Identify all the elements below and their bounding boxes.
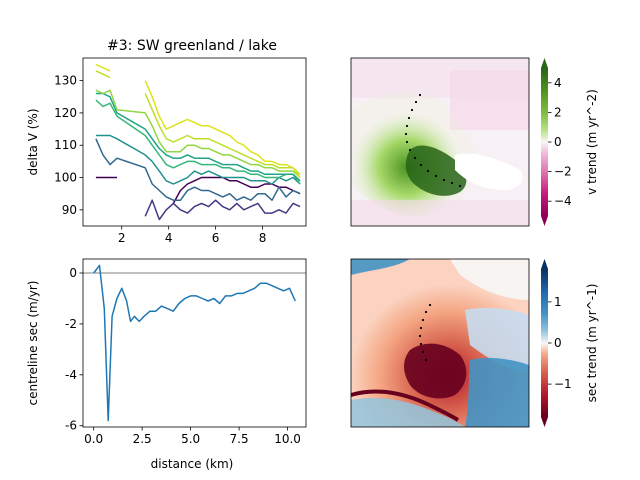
map-d-shoreline (350, 389, 460, 422)
map-d-top-blue (351, 259, 410, 275)
map-c-centreline (404, 93, 462, 188)
panel-a-y-tick-label: 130 (54, 74, 77, 88)
panel-a-series (95, 63, 301, 221)
panel-b-ylabel: centreline sec (m/yr) (26, 281, 40, 406)
panel-b-x-tick-label: 7.5 (230, 432, 249, 446)
panel-b-x-tick-label: 0.0 (84, 432, 103, 446)
colorbar-c-tick-label: 2 (554, 105, 562, 119)
panel-a-title: #3: SW greenland / lake (107, 38, 277, 54)
map-d-top-right-white (450, 259, 529, 300)
panel-a-series-line (95, 89, 301, 179)
panel-a-series-line (144, 199, 301, 221)
panel-a-ylabel: delta V (%) (26, 109, 40, 176)
panel-b-ticks: 0.0 2.5 5.0 7.5 10.0 0 -2 -4 -6 (65, 266, 301, 446)
v-trend-map: 4 2 0 −2 −4 v trend (m yr^-2) (350, 57, 599, 227)
panel-a-series-line (95, 92, 301, 182)
panel-a-x-tick-label: 4 (165, 231, 173, 245)
panel-b-x-tick-label: 2.5 (133, 432, 152, 446)
panel-b-y-tick-label: -2 (65, 317, 77, 331)
panel-a-series-line (95, 176, 301, 204)
panel-a-series-line (95, 99, 301, 185)
panel-b-y-tick-label: -6 (65, 419, 77, 433)
sec-trend-map: 1 0 −1 sec trend (m yr^-1) (350, 258, 599, 428)
colorbar-d-tick-label: 0 (554, 336, 562, 350)
colorbar-d-max-arrow (541, 259, 548, 269)
map-c-pink-area (450, 70, 529, 130)
colorbar-c-ticks: 4 2 0 −2 −4 (548, 76, 572, 208)
panel-a-series-line (95, 63, 301, 178)
colorbar-d-tick-label: −1 (554, 377, 572, 391)
colorbar-c-min-arrow (541, 216, 548, 226)
colorbar-d-tick-label: 1 (554, 295, 562, 309)
colorbar-d (541, 269, 548, 417)
centreline-sec-panel: centreline sec (m/yr) distance (km) 0.0 2… (26, 258, 307, 471)
delta-v-panel: #3: SW greenland / lake delta V (%) 2 4 6 8… (26, 38, 307, 245)
colorbar-d-ticks: 1 0 −1 (548, 295, 572, 391)
colorbar-c (541, 68, 548, 216)
colorbar-c-tick-label: 4 (554, 76, 562, 90)
panel-b-frame (82, 258, 307, 428)
colorbar-c-max-arrow (541, 58, 548, 68)
panel-a-series-line (95, 134, 301, 185)
panel-a-series-line (95, 138, 301, 201)
map-d-right-blue (465, 357, 529, 427)
panel-a-y-tick-label: 110 (54, 138, 77, 152)
panel-b-x-tick-label: 5.0 (181, 432, 200, 446)
panel-a-series-line (95, 70, 301, 175)
map-d-bottom-blue (351, 398, 465, 427)
panel-b-y-tick-label: -4 (65, 368, 77, 382)
map-d-frame (350, 258, 530, 428)
panel-a-frame (82, 57, 307, 227)
panel-b-y-tick-label: 0 (69, 266, 77, 280)
panel-a-y-tick-label: 90 (62, 203, 77, 217)
panel-b-series-line (93, 264, 296, 422)
panel-a-x-tick-label: 8 (259, 231, 267, 245)
colorbar-c-tick-label: −4 (554, 194, 572, 208)
colorbar-d-min-arrow (541, 417, 548, 427)
panel-b-x-tick-label: 10.0 (274, 432, 301, 446)
panel-a-ticks: 2 4 6 8 90 100 110 120 130 (54, 74, 266, 245)
colorbar-c-tick-label: −2 (554, 165, 572, 179)
panel-a-y-tick-label: 100 (54, 171, 77, 185)
map-c-lower-band (351, 200, 529, 226)
map-d-centreline (418, 303, 432, 362)
panel-a-x-tick-label: 6 (212, 231, 220, 245)
panel-b-series (93, 264, 296, 422)
panel-a-y-tick-label: 120 (54, 106, 77, 120)
panel-b-xlabel: distance (km) (151, 457, 234, 471)
map-c-frame (350, 57, 530, 227)
map-d-dark-red-area (404, 343, 467, 399)
colorbar-d-label: sec trend (m yr^-1) (585, 284, 599, 403)
map-d-right-lightblue (465, 307, 529, 371)
panel-a-x-tick-label: 2 (118, 231, 126, 245)
map-c-white-area (455, 153, 523, 190)
colorbar-c-label: v trend (m yr^-2) (585, 89, 599, 195)
colorbar-c-tick-label: 0 (554, 135, 562, 149)
